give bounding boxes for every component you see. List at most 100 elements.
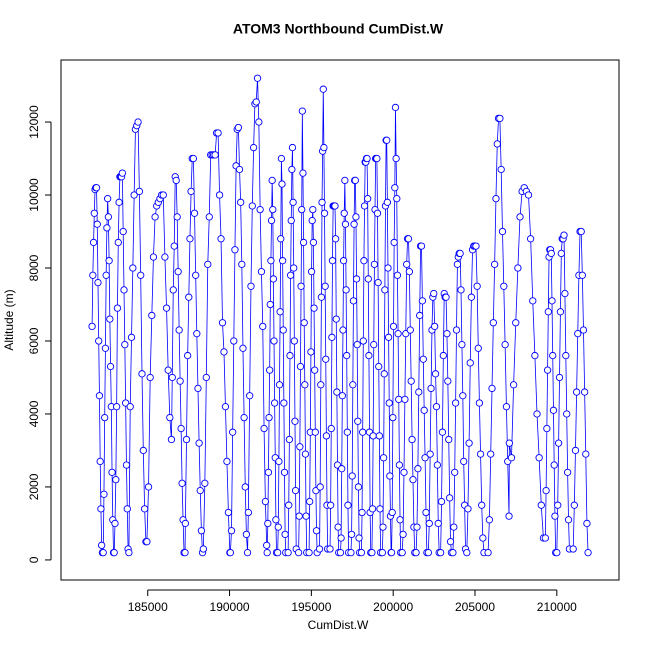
data-point xyxy=(524,191,533,199)
data-point xyxy=(395,395,403,404)
data-point xyxy=(364,275,372,283)
data-point xyxy=(342,286,350,294)
data-point xyxy=(492,195,500,203)
data-point xyxy=(496,114,504,123)
data-point xyxy=(192,271,200,279)
data-point xyxy=(445,494,454,502)
data-point xyxy=(509,381,518,389)
data-point xyxy=(265,413,273,422)
data-point xyxy=(112,475,120,484)
data-point xyxy=(260,424,268,433)
data-point xyxy=(161,253,169,261)
data-point xyxy=(261,497,270,506)
data-point xyxy=(138,370,146,378)
data-point xyxy=(432,403,441,411)
data-point xyxy=(264,519,272,528)
data-point xyxy=(431,322,439,331)
data-point xyxy=(296,443,304,451)
data-point xyxy=(168,373,176,382)
data-point xyxy=(127,333,136,341)
data-point xyxy=(322,432,331,440)
data-point xyxy=(257,267,266,276)
data-point xyxy=(381,286,389,294)
data-point xyxy=(301,381,309,389)
data-point xyxy=(319,85,327,93)
data-point xyxy=(103,195,112,203)
data-point xyxy=(205,213,213,221)
data-point xyxy=(358,508,366,517)
data-point xyxy=(433,461,442,469)
data-point xyxy=(318,198,326,206)
data-point xyxy=(196,486,204,495)
data-point xyxy=(406,326,414,334)
data-point xyxy=(223,457,231,466)
data-point xyxy=(363,154,371,163)
data-point xyxy=(580,388,589,396)
data-point xyxy=(360,202,369,210)
data-point xyxy=(263,548,271,557)
data-point xyxy=(456,249,464,258)
data-point xyxy=(415,388,423,396)
data-point xyxy=(238,260,246,269)
data-point xyxy=(551,512,559,520)
data-point xyxy=(221,403,230,411)
data-point xyxy=(227,527,236,535)
data-point xyxy=(537,501,545,509)
data-point xyxy=(311,428,319,436)
data-point xyxy=(364,195,372,203)
data-point xyxy=(111,519,119,528)
data-point xyxy=(309,238,318,247)
data-point xyxy=(466,359,474,367)
data-point xyxy=(543,366,552,374)
data-point xyxy=(102,271,110,279)
data-point xyxy=(269,275,278,283)
data-point xyxy=(409,475,417,484)
data-point xyxy=(276,308,284,316)
data-point xyxy=(507,454,516,462)
data-point xyxy=(144,483,153,491)
data-point xyxy=(187,187,195,196)
data-point xyxy=(177,424,185,433)
data-point xyxy=(297,282,305,290)
data-point xyxy=(347,530,356,539)
data-point xyxy=(280,399,288,407)
data-point xyxy=(352,275,361,283)
data-point xyxy=(388,508,396,517)
data-point xyxy=(349,297,358,305)
data-point xyxy=(338,392,347,400)
data-point xyxy=(431,370,440,378)
data-point xyxy=(564,516,573,524)
data-point xyxy=(264,468,273,477)
data-point xyxy=(103,224,111,232)
data-point xyxy=(583,519,591,528)
data-point xyxy=(290,337,298,345)
data-point xyxy=(146,373,154,382)
data-point xyxy=(457,286,465,294)
data-point xyxy=(479,534,487,542)
data-point xyxy=(392,154,400,163)
data-point xyxy=(263,541,271,549)
data-point xyxy=(286,271,295,279)
data-point xyxy=(434,519,442,528)
data-point xyxy=(274,523,282,531)
data-point xyxy=(473,282,481,290)
data-point xyxy=(270,399,279,407)
data-point xyxy=(167,435,176,444)
data-point xyxy=(379,454,388,462)
data-point xyxy=(526,235,535,243)
data-point xyxy=(370,260,379,269)
data-point xyxy=(408,435,416,444)
data-point xyxy=(166,413,174,422)
data-point xyxy=(274,548,282,557)
data-point xyxy=(533,410,541,418)
data-point xyxy=(498,227,507,236)
data-point xyxy=(239,344,247,352)
data-point xyxy=(181,548,189,557)
data-point xyxy=(549,351,557,360)
data-point xyxy=(99,548,107,557)
data-point xyxy=(95,392,104,400)
data-point xyxy=(286,351,294,360)
data-point xyxy=(298,107,306,115)
data-point xyxy=(275,457,283,466)
